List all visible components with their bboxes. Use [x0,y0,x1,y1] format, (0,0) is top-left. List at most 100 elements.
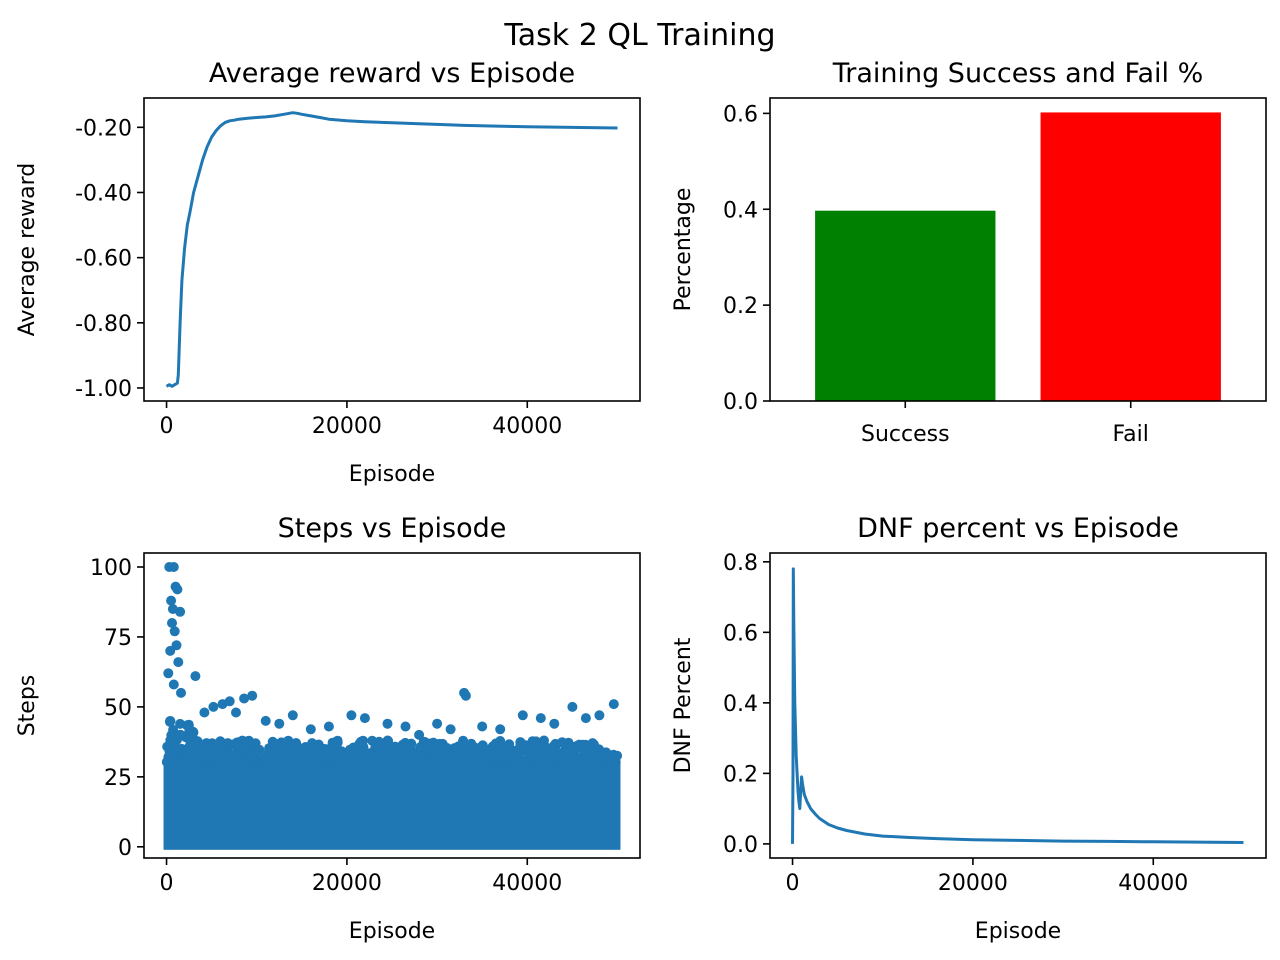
scatter-point [583,757,594,768]
series-line [165,111,618,388]
y-tick-label: 0.4 [723,692,758,717]
scatter-point [363,757,374,768]
average-reward-chart: Average reward vs Episode -1.00 -0.80 -0.60… [15,58,641,487]
scatter-point [505,748,516,759]
scatter-point [477,740,488,751]
scatter-point [230,749,241,760]
scatter-point [571,757,582,768]
y-tick-label: 0.6 [723,102,758,127]
bar-fail [1040,112,1221,401]
scatter-point [460,690,471,701]
scatter-point [567,701,578,712]
scatter-point [423,740,434,751]
figure-title: Task 2 QL Training [503,18,775,53]
y-tick-label: 0.0 [723,833,758,858]
scatter-point [274,718,285,729]
y-tick-label: 0.4 [723,198,758,223]
scatter-point [578,740,589,751]
scatter-point [168,679,179,690]
scatter-point [295,754,306,764]
scatter-point [184,722,194,733]
fringe-points [161,716,623,768]
y-tick-label: 100 [90,556,132,581]
scatter-point [228,739,239,750]
scatter-point [382,718,393,729]
scatter-point [400,721,411,732]
scatter-point [580,713,591,724]
scatter-point [477,754,488,765]
scatter-point [184,744,195,755]
scatter-point [330,744,341,755]
scatter-point [176,687,186,698]
scatter-point [549,718,560,729]
scatter-point [169,626,180,637]
x-tick-label: Success [861,422,950,447]
y-tick-label: -1.00 [75,377,132,402]
scatter-point [461,744,472,754]
scatter-point [287,749,298,760]
scatter-point [220,755,230,766]
scatter-point [172,584,183,595]
scatter-point [420,757,431,768]
scatter-point [349,754,360,765]
axes-frame [769,97,1267,402]
axes-frame [769,552,1267,859]
scatter-point [372,756,383,767]
scatter-point [495,736,506,746]
x-tick-label: 20000 [938,871,1008,896]
x-tick-label: 0 [160,871,174,896]
chart-title: Average reward vs Episode [209,58,575,89]
scatter-point [562,746,573,757]
scatter-point [243,735,254,746]
scatter-point [168,562,179,572]
scatter-point [517,710,528,721]
x-axis-label: Episode [349,462,435,487]
dense-points [163,762,621,850]
scatter-point [239,693,250,704]
success-fail-chart: Success Fail Training Success and Fail % 0.… [671,58,1267,447]
scatter-point [445,724,456,735]
x-tick-label: Fail [1113,422,1149,447]
scatter-point [198,753,208,764]
scatter-point [283,735,294,746]
scatter-point [451,743,462,754]
scatter-point [305,724,316,735]
scatter-point [531,736,542,747]
scatter-point [600,751,611,762]
y-tick-label: -0.60 [75,247,132,272]
scatter-point [395,757,406,768]
x-tick-label: 40000 [1118,871,1188,896]
scatter-point [410,756,421,767]
x-axis-label: Episode [975,919,1061,944]
scatter-point [304,753,315,764]
y-tick-label: -0.40 [75,181,132,206]
scatter-point [346,710,357,721]
y-tick-label: -0.20 [75,116,132,141]
scatter-point [438,757,448,768]
x-tick-label: 40000 [492,871,562,896]
scatter-point [323,721,334,732]
x-tick-label: 20000 [312,414,382,439]
scatter-point [432,718,443,729]
scatter-point [173,657,184,668]
scatter-point [609,751,620,762]
scatter-point [594,710,605,721]
y-tick-label: 0 [118,836,132,861]
x-tick-label: 40000 [492,414,562,439]
y-tick-label: 0.8 [723,551,758,576]
scatter-point [269,757,280,768]
scatter-point [495,724,506,735]
scatter-point [521,754,531,765]
scatter-point [457,751,468,762]
scatter-point [247,754,258,765]
scatter-point [163,668,174,679]
scatter-point [466,757,477,768]
y-tick-label: 0.2 [723,762,758,787]
scatter-point [264,743,275,754]
y-tick-label: 0.0 [723,390,758,415]
scatter-point [162,741,173,752]
scatter-point [544,747,555,758]
chart-title: DNF percent vs Episode [857,513,1179,544]
scatter-point [477,721,488,732]
